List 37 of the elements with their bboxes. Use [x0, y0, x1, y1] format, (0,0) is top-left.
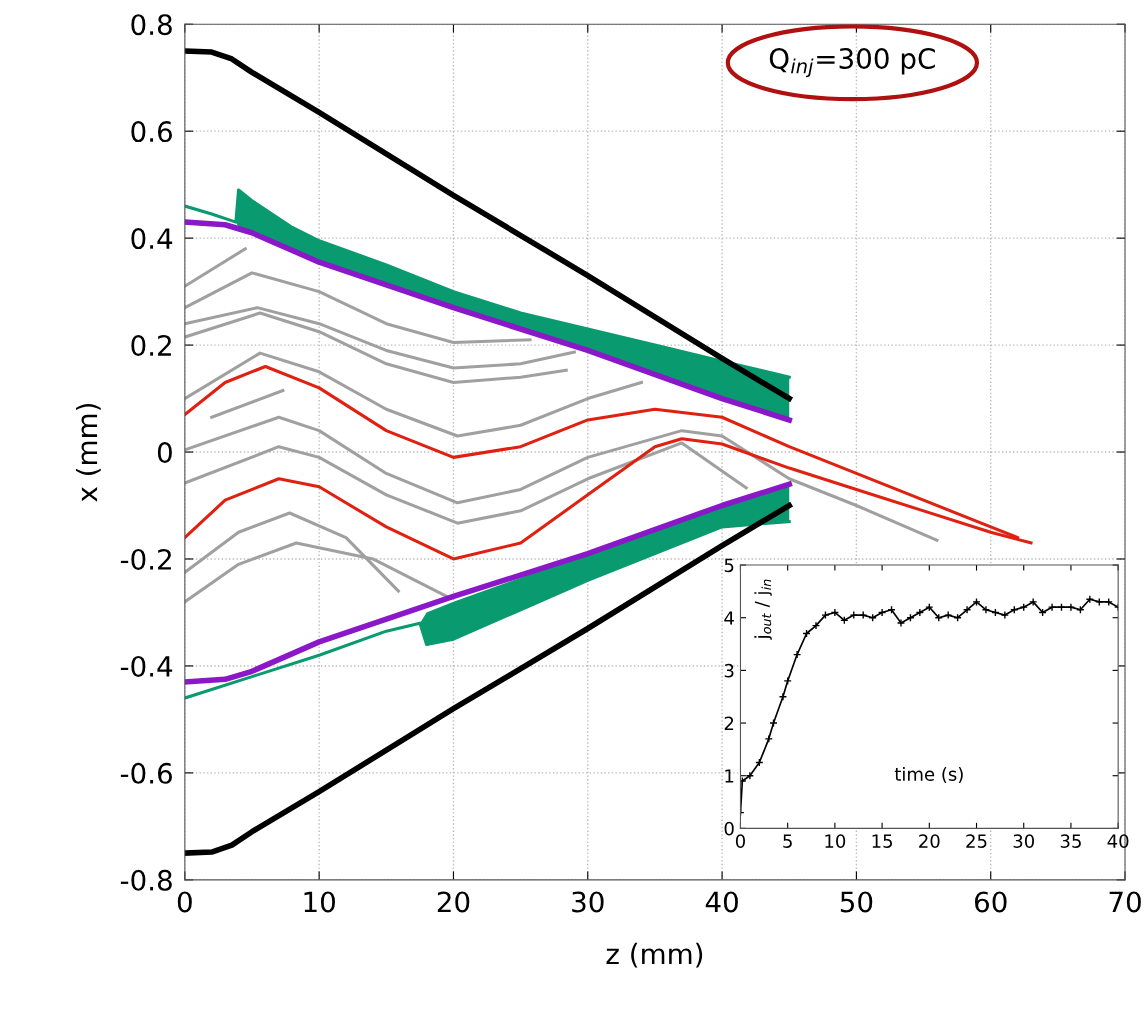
y-tick-label: 0: [724, 821, 734, 836]
x-tick-label: 20: [919, 834, 940, 848]
y-axis-title: j$_{out}$ / j$_{in}$: [754, 579, 772, 640]
y-tick-label: -0.2: [120, 548, 171, 570]
x-tick-label: 0: [177, 891, 192, 913]
x-tick-label: 20: [437, 891, 470, 913]
y-tick-label: 0.2: [131, 335, 171, 357]
y-tick-label: -0.4: [120, 655, 173, 677]
x-tick-label: 60: [974, 891, 1007, 913]
y-tick-label: 0.8: [131, 14, 172, 36]
x-tick-label: 35: [1060, 834, 1081, 848]
x-tick-label: 50: [840, 891, 873, 913]
x-tick-label: 10: [304, 891, 335, 913]
x-axis-title: time (s): [894, 766, 963, 784]
x-tick-label: 70: [1109, 891, 1141, 913]
y-tick-label: 0: [157, 441, 172, 463]
y-tick-label: -0.8: [120, 869, 172, 891]
y-tick-label: 0.4: [131, 228, 173, 250]
x-tick-label: 25: [966, 834, 987, 848]
y-tick-label: 3: [724, 663, 734, 678]
x-axis-title: z (mm): [606, 942, 703, 968]
x-tick-label: 5: [783, 834, 792, 848]
x-tick-label: 10: [825, 834, 846, 848]
x-tick-label: 30: [572, 891, 604, 913]
y-tick-label: 1: [725, 769, 734, 783]
y-tick-label: 2: [724, 716, 734, 730]
x-tick-label: 15: [872, 834, 893, 848]
y-axis-title: x (mm): [76, 403, 101, 502]
x-tick-label: 30: [1013, 834, 1035, 848]
y-tick-label: 0.6: [131, 121, 172, 143]
y-tick-label: 5: [724, 558, 734, 573]
y-tick-label: 4: [724, 611, 734, 625]
x-tick-label: 40: [1107, 834, 1129, 848]
x-tick-label: 40: [705, 891, 738, 913]
x-tick-label: 0: [735, 834, 745, 848]
annotation: Q$_{inj}$=300 pC: [769, 48, 935, 78]
y-tick-label: -0.6: [120, 762, 172, 784]
